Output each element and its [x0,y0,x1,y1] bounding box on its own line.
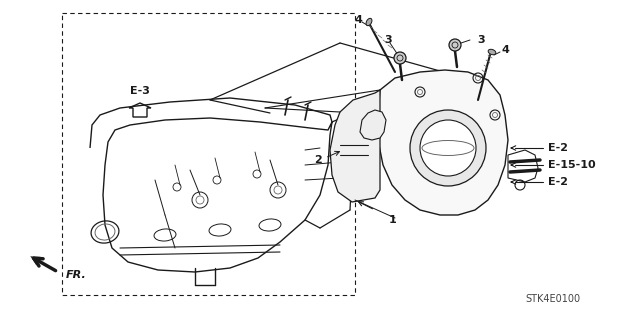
Circle shape [420,120,476,176]
Text: 3: 3 [477,35,484,45]
Text: FR.: FR. [66,270,87,280]
Text: 4: 4 [502,45,510,55]
Circle shape [410,110,486,186]
Polygon shape [330,90,380,202]
Circle shape [394,52,406,64]
Polygon shape [360,110,386,140]
Text: STK4E0100: STK4E0100 [525,294,580,304]
Polygon shape [378,70,508,215]
Text: E-2: E-2 [548,177,568,187]
Text: 3: 3 [384,35,392,45]
Text: E-3: E-3 [130,86,150,96]
Circle shape [449,39,461,51]
Text: 1: 1 [389,215,397,225]
Text: E-15-10: E-15-10 [548,160,596,170]
Ellipse shape [488,49,496,55]
Text: 4: 4 [354,15,362,25]
Text: 2: 2 [314,155,322,165]
Ellipse shape [366,18,372,26]
Text: E-2: E-2 [548,143,568,153]
